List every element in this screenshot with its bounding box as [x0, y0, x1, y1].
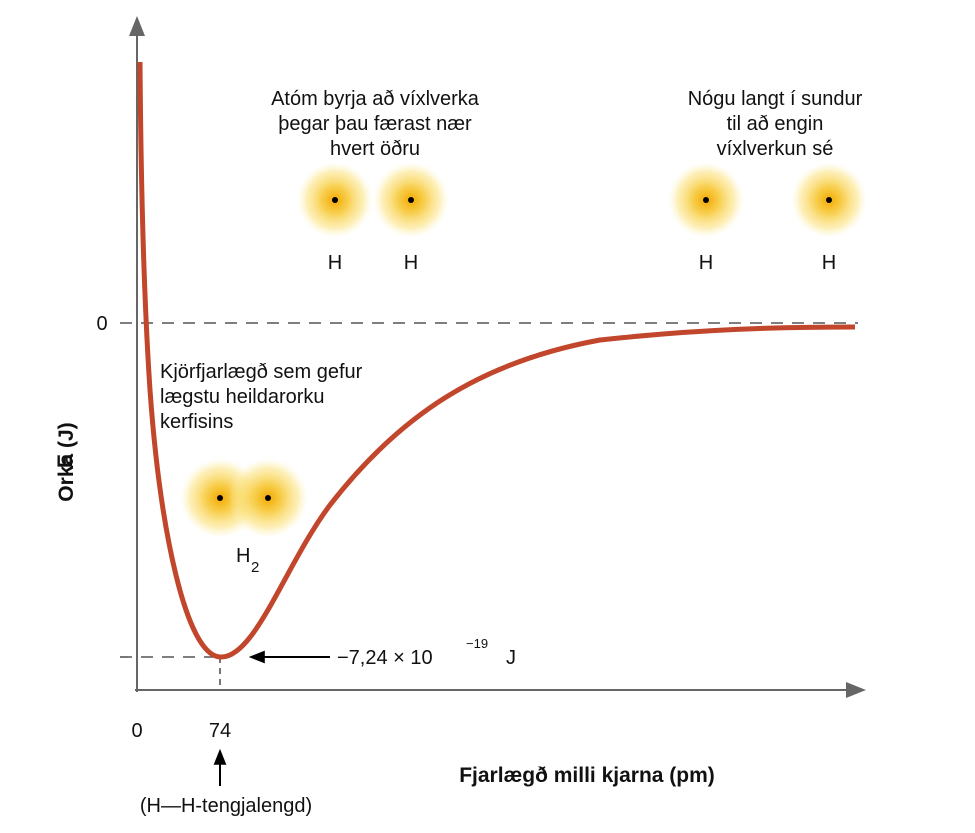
energy-curve [137, 61, 856, 660]
y-axis-letter: E [54, 454, 77, 468]
atom-label: H [699, 252, 713, 274]
note-line: Atóm byrja að víxlverka [271, 88, 480, 110]
atom-label: H [404, 252, 418, 274]
x-tick-label: 0 [131, 720, 142, 742]
molecule-subscript: 2 [251, 559, 259, 576]
far-atoms: H H [668, 162, 867, 274]
nucleus [265, 495, 271, 501]
nucleus [703, 197, 709, 203]
note-line: þegar þau færast nær [278, 113, 472, 135]
nucleus [332, 197, 338, 203]
atom-label: H [328, 252, 342, 274]
minimum-energy-exponent: −19 [466, 636, 488, 651]
y-axis-label: Orka (J) [55, 422, 78, 501]
minimum-energy-unit: J [506, 647, 516, 669]
nucleus [408, 197, 414, 203]
interacting-note: Atóm byrja að víxlverka þegar þau færast… [271, 88, 480, 160]
minimum-energy-mantissa: −7,24 × 10 [337, 647, 433, 669]
molecule-symbol: H [236, 545, 250, 567]
note-line: Kjörfjarlægð sem gefur [160, 361, 363, 383]
nucleus [826, 197, 832, 203]
y-tick-label: 0 [96, 313, 107, 335]
molecule: H 2 [180, 458, 308, 576]
near-atoms: H H [297, 162, 449, 274]
far-apart-note: Nógu langt í sundur til að engin víxlver… [688, 88, 863, 160]
note-line: víxlverkun sé [717, 138, 834, 160]
x-tick-label: 74 [209, 720, 231, 742]
atom-label: H [822, 252, 836, 274]
bond-length-note: (H—H-tengjalengd) [140, 795, 312, 817]
nucleus [217, 495, 223, 501]
note-line: hvert öðru [330, 138, 420, 160]
note-line: kerfisins [160, 411, 233, 433]
x-axis-label: Fjarlægð milli kjarna (pm) [459, 764, 715, 787]
note-line: til að engin [727, 113, 824, 135]
note-line: lægstu heildarorku [160, 386, 325, 408]
optimal-note: Kjörfjarlægð sem gefur lægstu heildarork… [160, 361, 363, 433]
note-line: Nógu langt í sundur [688, 88, 863, 110]
